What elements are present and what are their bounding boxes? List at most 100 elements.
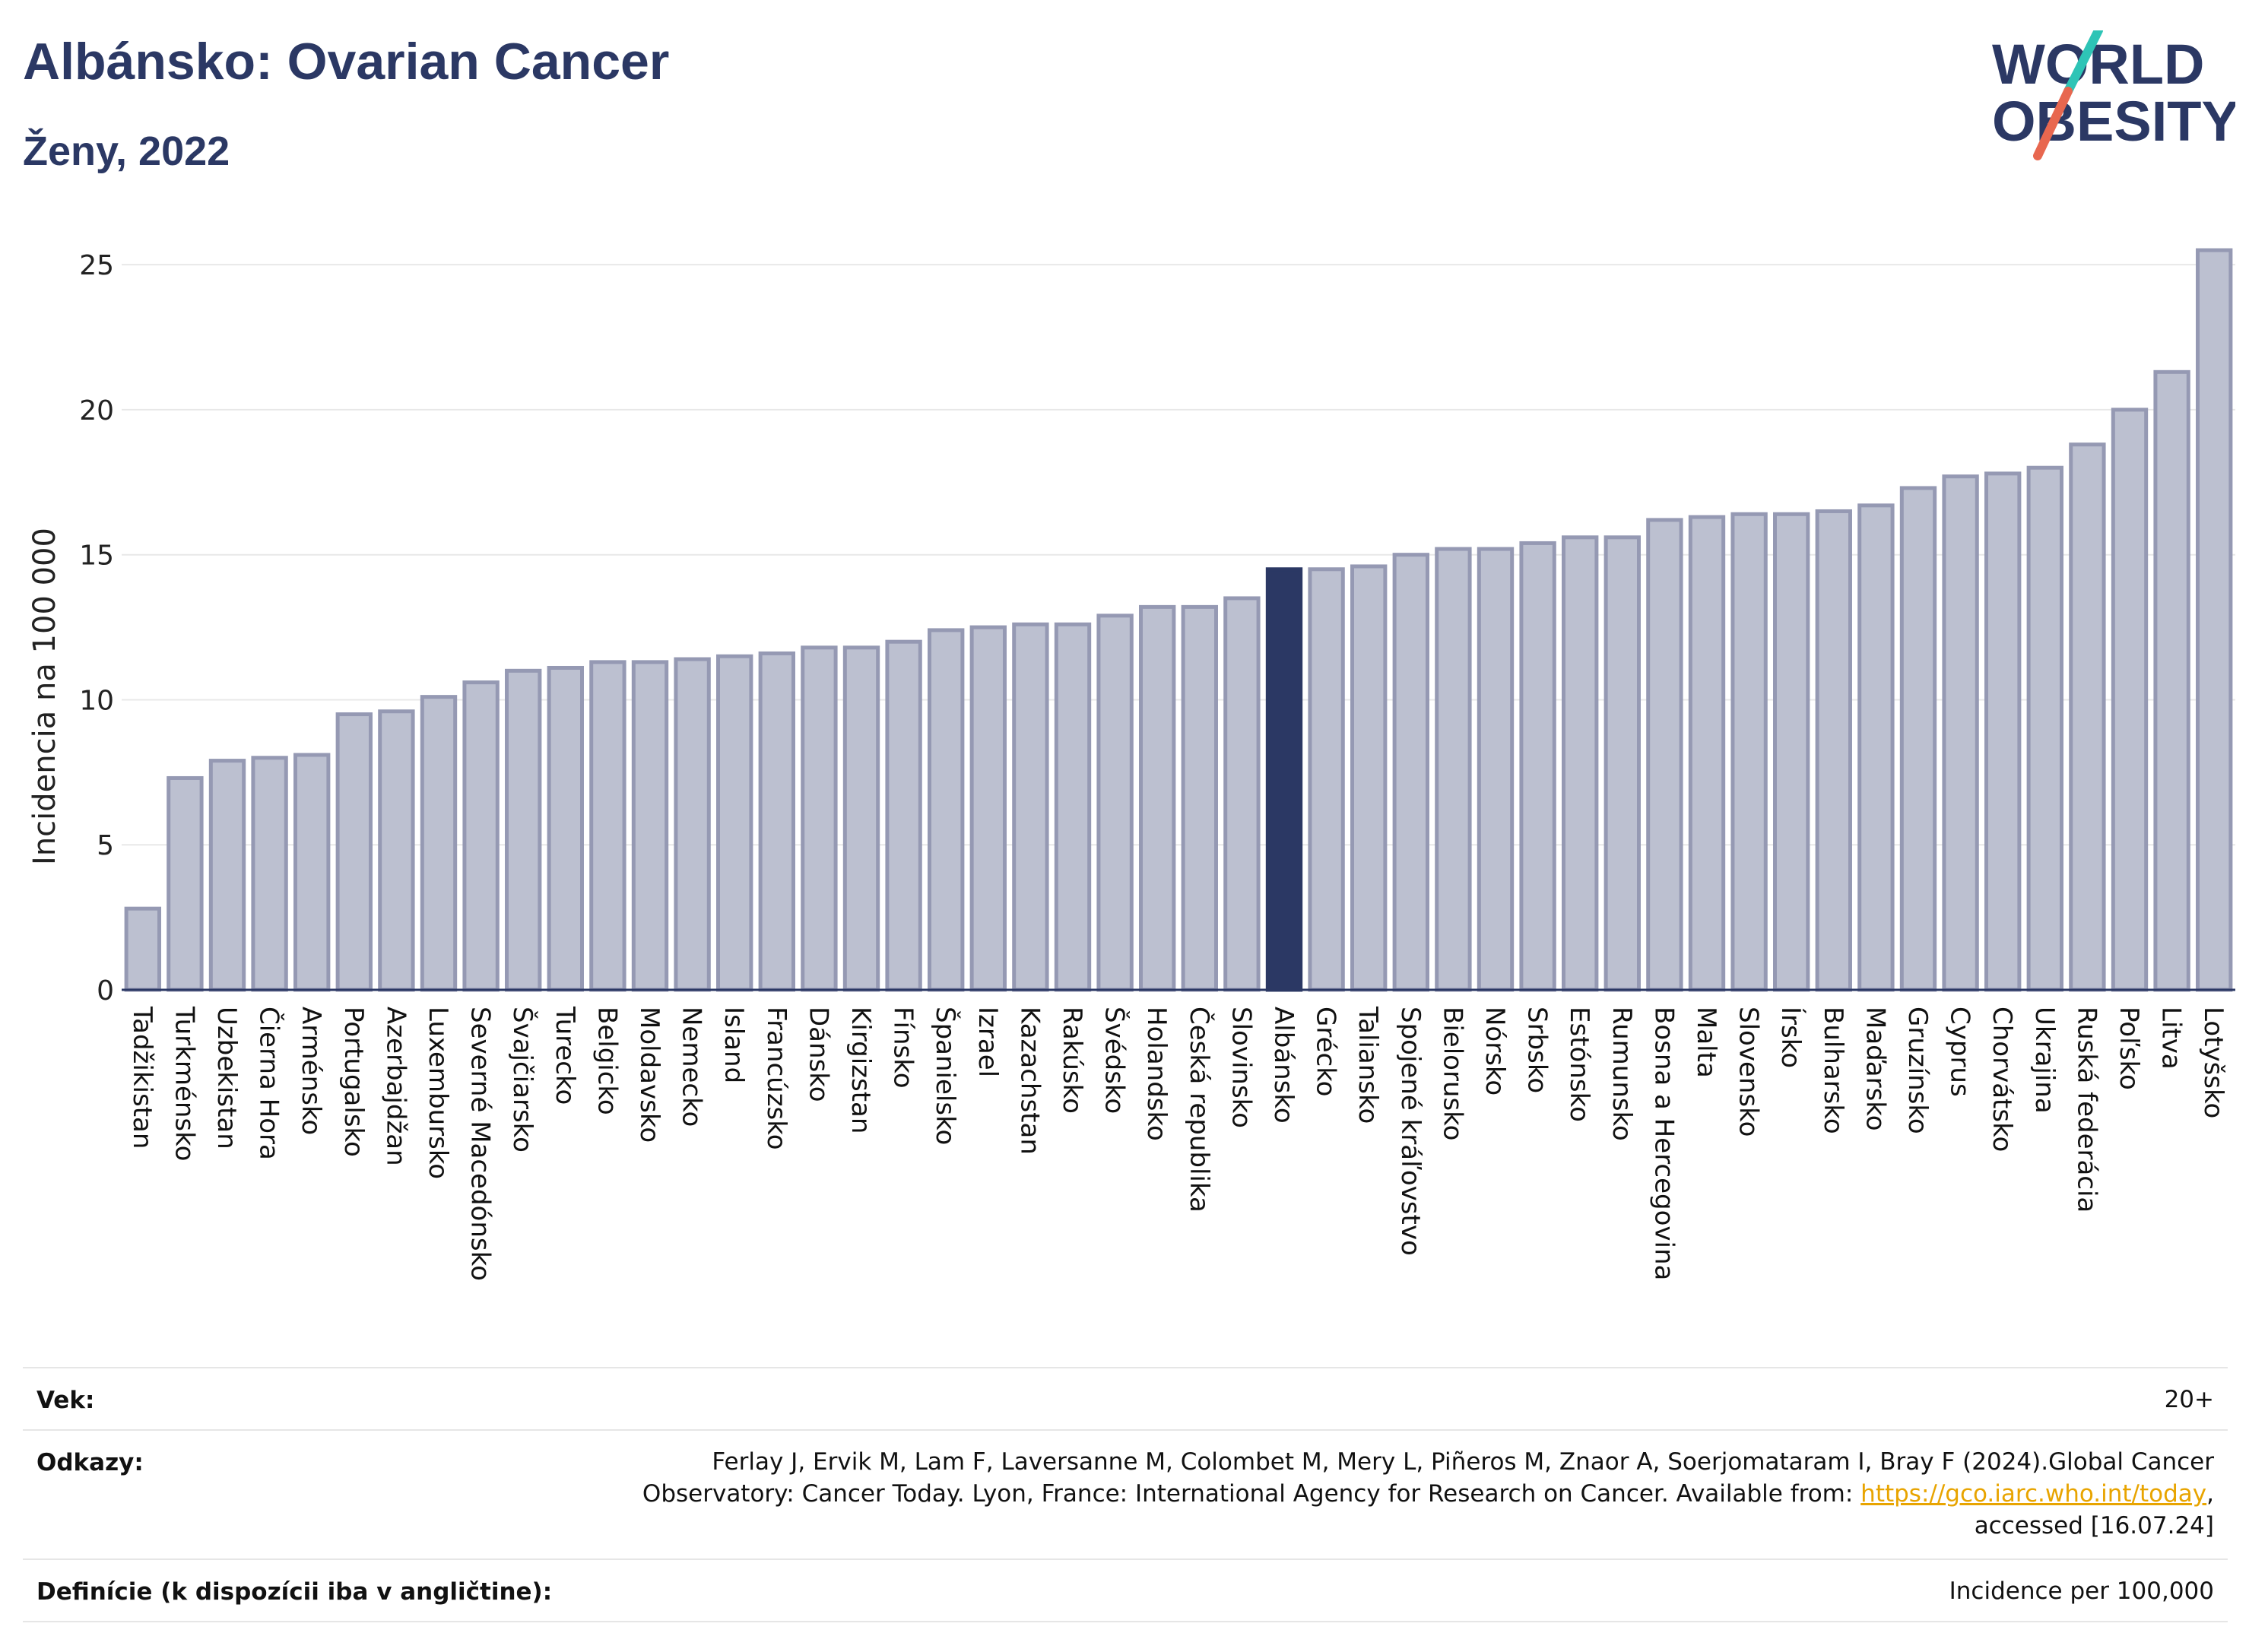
x-tick-label: Francúzsko [761,1007,791,1150]
world-obesity-logo: WORLD OBESITY [1992,30,2235,160]
bar-Francúzsko [758,651,795,992]
bar-Česká republika [1181,604,1218,992]
x-tick-label: Rakúsko [1057,1007,1087,1114]
bar-Grécko [1308,567,1345,992]
info-row-definitions: Definície (k dispozícii iba v angličtine… [23,1560,2228,1621]
y-tick-labels: 0 5 10 15 20 25 [79,250,114,1007]
bar-Severné Macedónsko [462,680,500,992]
x-tick-label: Gruzínsko [1902,1007,1933,1134]
x-tick-label: Poľsko [2114,1007,2144,1090]
bar-Azerbajdžan [378,709,415,992]
bar-Tadžikistan [124,906,161,992]
x-tick-label: Írsko [1775,1007,1806,1068]
bar-Fínsko [885,639,922,992]
bar-Izrael [969,625,1007,992]
divider [23,1367,2228,1368]
x-tick-label: Albánsko [1268,1007,1299,1124]
x-tick-label: Spojené kráľovstvo [1395,1007,1426,1256]
bar-Slovensko [1730,512,1768,992]
bar-Bulharsko [1815,509,1852,992]
bar-Čierna Hora [251,756,288,992]
x-tick-label: Tadžikistan [127,1006,157,1149]
x-tick-label: Ukrajina [2029,1007,2060,1114]
x-tick-label: Cyprus [1945,1007,1975,1097]
bar-Rumunsko [1603,535,1641,992]
x-tick-label: Bielorusko [1437,1007,1467,1140]
bar-Cyprus [1942,474,1979,992]
x-tick-label: Belgicko [592,1007,622,1115]
page-title: Albánsko: Ovarian Cancer [23,33,670,90]
x-tick-label: Španielsko [930,1007,961,1145]
x-tick-label: Bulharsko [1818,1007,1848,1134]
x-tick-label: Dánsko [803,1007,833,1102]
bar-Bosna a Hercegovina [1646,518,1683,992]
bar-Lotyšsko [2196,248,2233,992]
age-label: Vek: [36,1387,95,1414]
y-tick-label: 10 [79,685,114,716]
bar-Ruská federácia [2069,442,2106,992]
x-tick-label: Ruská federácia [2071,1007,2101,1213]
references-line2-end: , [2206,1480,2214,1508]
x-tick-label: Turkménsko [169,1006,199,1161]
y-tick-label: 15 [79,541,114,572]
bar-Kazachstan [1012,622,1049,992]
bar-Moldavsko [631,660,669,992]
x-tick-label: Čierna Hora [254,1007,285,1160]
x-tick-label: Izrael [972,1007,1003,1077]
y-tick-label: 20 [79,395,114,426]
bar-Nemecko [674,657,711,992]
bar-Španielsko [928,628,965,992]
divider [23,1429,2228,1431]
logo-slash-bottom [2033,87,2073,160]
page-subtitle: Ženy, 2022 [23,128,230,174]
x-tick-label: Srbsko [1522,1007,1553,1093]
bar-Kirgizstan [842,645,880,992]
bar-Arménsko [293,753,331,992]
x-tick-label: Taliansko [1353,1006,1383,1124]
references-link[interactable]: https://gco.iarc.who.int/today [1860,1480,2207,1508]
references-label: Odkazy: [36,1449,144,1476]
bar-Holandsko [1139,604,1176,992]
age-value: 20+ [2164,1386,2214,1413]
x-tick-label: Nórsko [1480,1007,1510,1096]
x-tick-label: Švajčiarsko [507,1007,538,1153]
bar-Taliansko [1350,564,1388,992]
bar-Albánsko [1265,567,1303,992]
bar-Gruzínsko [1899,486,1937,992]
x-tick-label: Bosna a Hercegovina [1648,1007,1679,1280]
y-tick-label: 25 [79,250,114,281]
bar-Estónsko [1562,535,1599,992]
definitions-label: Definície (k dispozícii iba v angličtine… [36,1578,553,1606]
bar-Poľsko [2111,407,2149,992]
references-text: Ferlay J, Ervik M, Lam F, Laversanne M, … [389,1446,2214,1542]
x-tick-label: Holandsko [1141,1007,1172,1141]
references-line3: accessed [16.07.24] [1974,1512,2214,1539]
bars [124,248,2233,992]
x-tick-label: Rumunsko [1607,1007,1637,1141]
logo-slash-top [2063,30,2103,96]
info-row-age: Vek: 20+ [23,1368,2228,1429]
bar-Portugalsko [335,712,373,992]
bar-Ukrajina [2026,465,2063,992]
bar-Slovinsko [1223,596,1261,992]
bar-chart: 0 5 10 15 20 25 Tadžikistan Turkménsko Uzbekist… [27,248,2235,1281]
definitions-value: Incidence per 100,000 [1949,1577,2214,1605]
bar-Litva [2153,369,2190,992]
x-tick-label: Luxembursko [423,1007,453,1179]
divider [23,1621,2228,1622]
y-tick-label: 0 [97,975,114,1007]
bar-Island [716,654,753,992]
bar-Švajčiarsko [505,668,542,992]
x-tick-label: Maďarsko [1860,1007,1890,1131]
x-tick-label: Česká republika [1184,1007,1215,1213]
x-tick-label: Malta [1691,1007,1721,1078]
references-line2-text: Observatory: Cancer Today. Lyon, France:… [642,1480,1861,1508]
x-tick-label: Lotyšsko [2198,1007,2228,1118]
x-tick-label: Portugalsko [338,1007,369,1157]
x-tick-label: Uzbekistan [211,1007,242,1149]
divider [23,1558,2228,1560]
bar-Chorvátsko [1984,471,2022,992]
x-tick-label: Severné Macedónsko [465,1007,496,1281]
bar-Uzbekistan [208,759,246,992]
y-tick-label: 5 [97,830,114,861]
